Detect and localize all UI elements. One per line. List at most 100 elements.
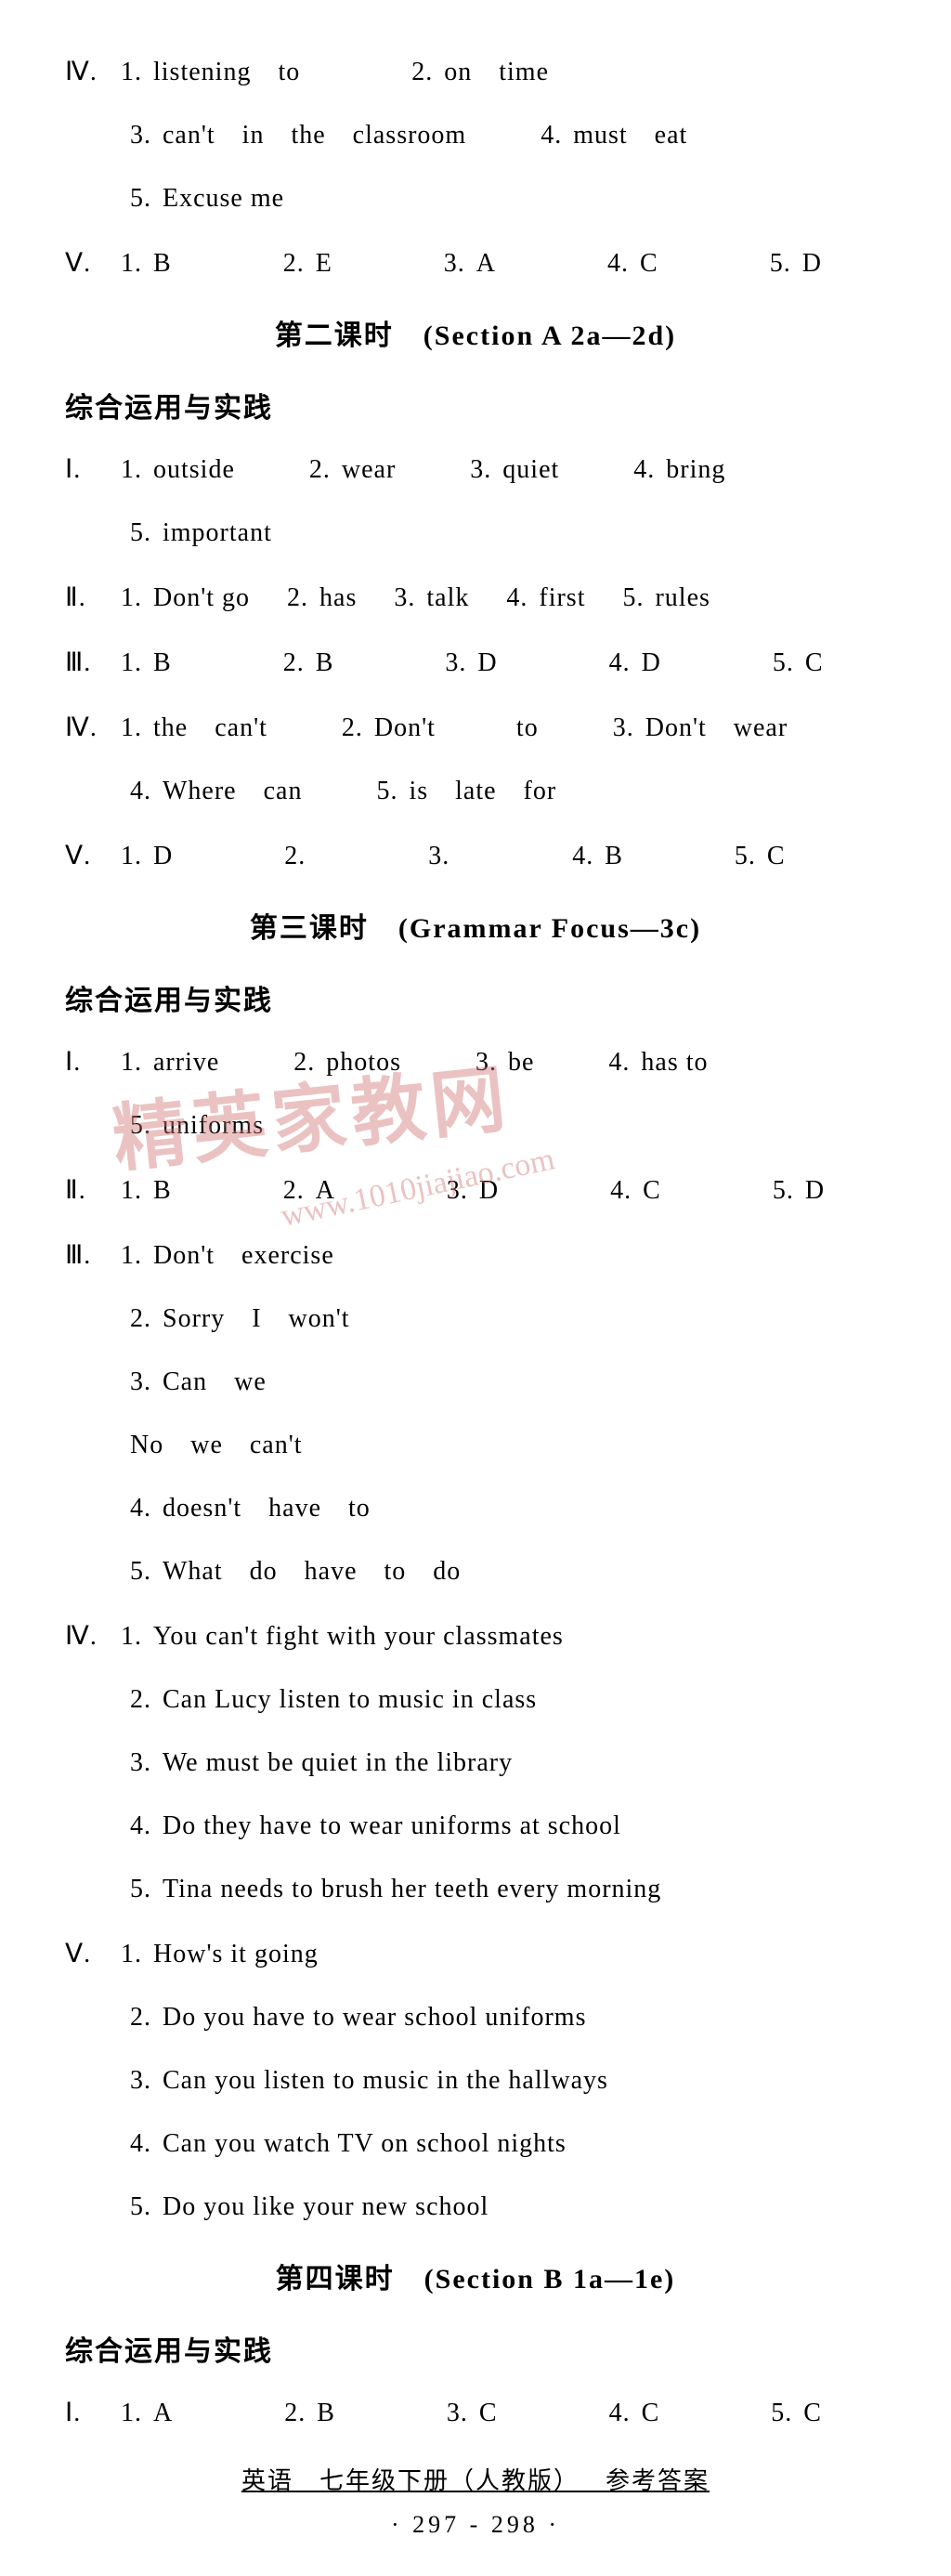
answer-item: 4.Where can: [130, 777, 302, 806]
answer-row: 5.important: [65, 518, 886, 548]
answer-item: No we can't: [130, 1431, 303, 1460]
answer-row: 3.can't in the classroom 4.must eat: [65, 121, 886, 150]
answer-item: 3.can't in the classroom: [130, 121, 466, 150]
roman-label: Ⅰ.: [65, 1046, 121, 1078]
subheading: 综合运用与实践: [65, 977, 886, 1018]
answer-item: 4.bring: [633, 455, 725, 485]
answer-row: 3.We must be quiet in the library: [65, 1748, 886, 1778]
answer-row: Ⅰ. 1.outside 2.wear 3.quiet 4.bring: [65, 453, 886, 485]
answer-item: 4.doesn't have to: [130, 1494, 371, 1523]
page-number: · 297 - 298 ·: [65, 2511, 886, 2539]
answer-item: 3.: [428, 842, 461, 871]
answer-item: 3.talk: [394, 583, 469, 613]
roman-label: Ⅰ.: [65, 453, 121, 485]
answer-item: 2.: [284, 842, 317, 871]
answer-item: 1.arrive: [121, 1048, 219, 1078]
answer-item: 2.E: [283, 249, 332, 279]
answer-item: 2.Do you have to wear school uniforms: [130, 2003, 586, 2033]
answer-item: 2.A: [283, 1176, 335, 1206]
answer-item: 3.D: [447, 1176, 499, 1206]
answer-item: 3.D: [445, 648, 497, 678]
answer-item: 2.has: [287, 583, 357, 613]
answer-item: 2.photos: [293, 1048, 401, 1078]
answer-item: 1.You can't fight with your classmates: [121, 1622, 564, 1652]
answer-row: 2.Do you have to wear school uniforms: [65, 2003, 886, 2033]
answer-row: 2.Sorry I won't: [65, 1304, 886, 1334]
roman-label: Ⅴ.: [65, 247, 121, 279]
answer-row: Ⅲ. 1.B 2.B 3.D 4.D 5.C: [65, 647, 886, 678]
answer-item: 1.A: [121, 2399, 173, 2428]
answer-row: 4.Do they have to wear uniforms at schoo…: [65, 1811, 886, 1841]
answer-item: 1.B: [121, 249, 172, 279]
answer-item: 1.Don't go: [121, 583, 250, 613]
answer-item: 1.the can't: [121, 713, 267, 743]
answer-item: 5.D: [770, 249, 822, 279]
answer-item: 4.has to: [608, 1048, 708, 1078]
answer-row: 5.Excuse me: [65, 184, 886, 214]
roman-label: Ⅴ.: [65, 1938, 121, 1969]
answer-row: 4.Can you watch TV on school nights: [65, 2129, 886, 2159]
answer-item: 4.B: [572, 842, 623, 871]
answer-item: 1.Don't exercise: [121, 1241, 334, 1271]
answer-row: Ⅳ. 1.listening to 2.on time: [65, 56, 886, 87]
roman-label: Ⅱ.: [65, 582, 121, 613]
answer-row: Ⅳ. 1.the can't 2.Don't to 3.Don't wear: [65, 712, 886, 743]
answer-row: Ⅳ. 1.You can't fight with your classmate…: [65, 1620, 886, 1652]
answer-item: 2.B: [284, 2399, 335, 2428]
answer-item: 5.Tina needs to brush her teeth every mo…: [130, 1875, 661, 1904]
answer-row: Ⅴ. 1.D 2. 3. 4.B 5.C: [65, 840, 886, 871]
answer-item: 4.Can you watch TV on school nights: [130, 2129, 567, 2159]
section-title: 第四课时 (Section B 1a—1e): [65, 2256, 886, 2296]
roman-label: Ⅱ.: [65, 1174, 121, 1206]
answer-item: 4.C: [607, 249, 658, 279]
answer-item: 2.Don't to: [342, 713, 539, 743]
page-footer: 英语 七年级下册（人教版） 参考答案 · 297 - 298 ·: [65, 2462, 886, 2539]
answer-row: Ⅱ. 1.B 2.A 3.D 4.C 5.D: [65, 1174, 886, 1206]
subheading: 综合运用与实践: [65, 2328, 886, 2369]
answer-item: 2.Sorry I won't: [130, 1304, 350, 1334]
answer-item: 3.quiet: [470, 455, 559, 485]
answer-item: 1.listening to: [121, 58, 300, 87]
answer-item: 1.outside: [121, 455, 235, 485]
answer-item: 1.B: [121, 1176, 172, 1206]
answer-item: 5.What do have to do: [130, 1557, 461, 1587]
answer-item: 3.be: [476, 1048, 534, 1078]
answer-row: Ⅰ. 1.A 2.B 3.C 4.C 5.C: [65, 2397, 886, 2428]
answer-item: 5.D: [773, 1176, 825, 1206]
roman-label: Ⅳ.: [65, 1620, 121, 1652]
answer-item: 5.C: [773, 648, 824, 678]
answer-item: 1.B: [121, 648, 172, 678]
answer-item: 3.Can we: [130, 1367, 267, 1397]
answer-item: 5.Excuse me: [130, 184, 284, 214]
answer-item: 3.Can you listen to music in the hallway…: [130, 2066, 608, 2096]
answer-item: 5.C: [735, 842, 786, 871]
roman-label: Ⅴ.: [65, 840, 121, 871]
roman-label: Ⅳ.: [65, 712, 121, 743]
answer-row: 5.uniforms: [65, 1111, 886, 1141]
roman-label: Ⅰ.: [65, 2397, 121, 2428]
answer-item: 5.important: [130, 518, 272, 548]
answer-item: 5.uniforms: [130, 1111, 264, 1141]
answer-row: 4.Where can 5.is late for: [65, 777, 886, 806]
answer-item: 3.A: [444, 249, 496, 279]
roman-label: Ⅲ.: [65, 1239, 121, 1271]
answer-item: 4.must eat: [541, 121, 687, 150]
answer-item: 5.rules: [622, 583, 710, 613]
answer-item: 4.Do they have to wear uniforms at schoo…: [130, 1811, 621, 1841]
footer-line: 英语 七年级下册（人教版） 参考答案: [238, 2467, 713, 2494]
answer-item: 4.first: [506, 583, 585, 613]
answer-item: 2.B: [283, 648, 334, 678]
answer-row: No we can't: [65, 1431, 886, 1460]
answer-row: 3.Can you listen to music in the hallway…: [65, 2066, 886, 2096]
section-title: 第三课时 (Grammar Focus—3c): [65, 905, 886, 946]
answer-row: 5.Tina needs to brush her teeth every mo…: [65, 1875, 886, 1904]
answer-item: 1.How's it going: [121, 1940, 319, 1969]
answer-item: 4.C: [610, 1176, 661, 1206]
answer-row: 5.What do have to do: [65, 1557, 886, 1587]
answer-item: 2.on time: [411, 58, 549, 87]
answer-row: Ⅰ. 1.arrive 2.photos 3.be 4.has to: [65, 1046, 886, 1078]
answer-item: 4.C: [609, 2399, 660, 2428]
answer-row: Ⅴ. 1.B 2.E 3.A 4.C 5.D: [65, 247, 886, 279]
answer-item: 2.wear: [309, 455, 396, 485]
answer-item: 5.is late for: [376, 777, 556, 806]
